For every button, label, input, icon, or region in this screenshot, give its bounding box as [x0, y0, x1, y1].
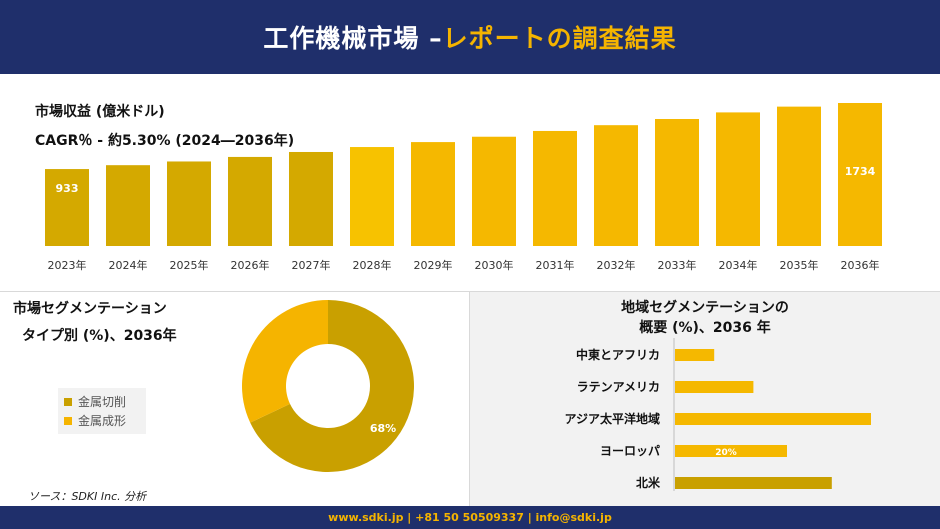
region-title-line1: 地域セグメンテーションの [621, 300, 789, 316]
divider-vertical [469, 292, 470, 506]
region-category-label: ヨーロッパ [600, 444, 660, 458]
x-tick-label: 2034年 [719, 258, 758, 272]
bar-data-label: 1734 [845, 165, 876, 178]
revenue-bar [228, 156, 272, 246]
donut-data-label: 68% [370, 422, 396, 435]
revenue-bar [716, 112, 760, 246]
x-tick-label: 2028年 [353, 258, 392, 272]
page-title: 工作機械市場 – [263, 24, 443, 53]
source-note: ソース：SDKI Inc. 分析 [28, 490, 147, 503]
legend-swatch [64, 416, 72, 425]
revenue-bar [350, 147, 394, 246]
divider-horizontal [0, 291, 940, 292]
footer-contact: www.sdki.jp | +81 50 50509337 | info@sdk… [0, 506, 940, 529]
x-tick-label: 2023年 [48, 258, 87, 272]
revenue-bar [45, 169, 89, 246]
segment-title-line1: 市場セグメンテーション [13, 301, 167, 317]
region-category-label: ラテンアメリカ [577, 380, 660, 394]
type-donut-chart: 68% [241, 300, 414, 472]
region-category-label: アジア太平洋地域 [564, 411, 660, 426]
revenue-bar [594, 125, 638, 246]
legend-swatch [64, 397, 72, 406]
x-tick-label: 2030年 [475, 258, 514, 272]
revenue-bar [533, 130, 577, 246]
region-title-line2: 概要 (%)、2036 年 [639, 320, 771, 336]
donut-legend: 金属切削 金属成形 [58, 388, 146, 434]
page-title-highlight: レポートの調査結果 [442, 24, 677, 53]
legend-item: 金属切削 [64, 392, 140, 411]
revenue-bar [106, 165, 150, 246]
x-tick-label: 2031年 [536, 258, 575, 272]
segment-title-line2: タイプ別 (%)、2036年 [22, 328, 177, 344]
region-bar [675, 445, 787, 457]
legend-label: 金属成形 [78, 414, 127, 428]
legend-label: 金属切削 [78, 395, 127, 409]
region-bar [675, 413, 871, 425]
x-tick-label: 2032年 [597, 258, 636, 272]
revenue-bar [289, 151, 333, 246]
revenue-bar [411, 142, 455, 246]
legend-item: 金属成形 [64, 411, 140, 430]
x-tick-label: 2026年 [231, 258, 270, 272]
revenue-bar [655, 118, 699, 246]
region-bar [675, 477, 832, 489]
revenue-bar [838, 103, 882, 246]
header-banner: 工作機械市場 – レポートの調査結果 [0, 0, 940, 74]
revenue-bar [472, 136, 516, 246]
x-tick-label: 2025年 [170, 258, 209, 272]
region-panel [470, 292, 940, 506]
x-tick-label: 2036年 [841, 258, 880, 272]
donut-slice [250, 300, 414, 472]
x-tick-label: 2027年 [292, 258, 331, 272]
x-tick-label: 2033年 [658, 258, 697, 272]
region-data-label: 20% [715, 448, 737, 458]
revenue-bar [167, 161, 211, 246]
region-bar [675, 381, 754, 393]
bar-data-label: 933 [56, 182, 79, 195]
x-tick-label: 2029年 [414, 258, 453, 272]
revenue-bar [777, 106, 821, 246]
region-category-label: 北米 [636, 475, 661, 490]
region-category-label: 中東とアフリカ [576, 347, 660, 362]
donut-slice [241, 300, 328, 423]
region-bar [675, 349, 715, 361]
cagr-label: CAGR％ - 約5.30% (2024―2036年) [35, 133, 295, 149]
revenue-label: 市場収益 (億米ドル) [35, 104, 165, 120]
x-tick-label: 2024年 [109, 258, 148, 272]
x-tick-label: 2035年 [780, 258, 819, 272]
revenue-bar-chart: 2023年 933 2024年 2025年 2026年 2027年 2028年 2029年 20… [45, 103, 882, 272]
